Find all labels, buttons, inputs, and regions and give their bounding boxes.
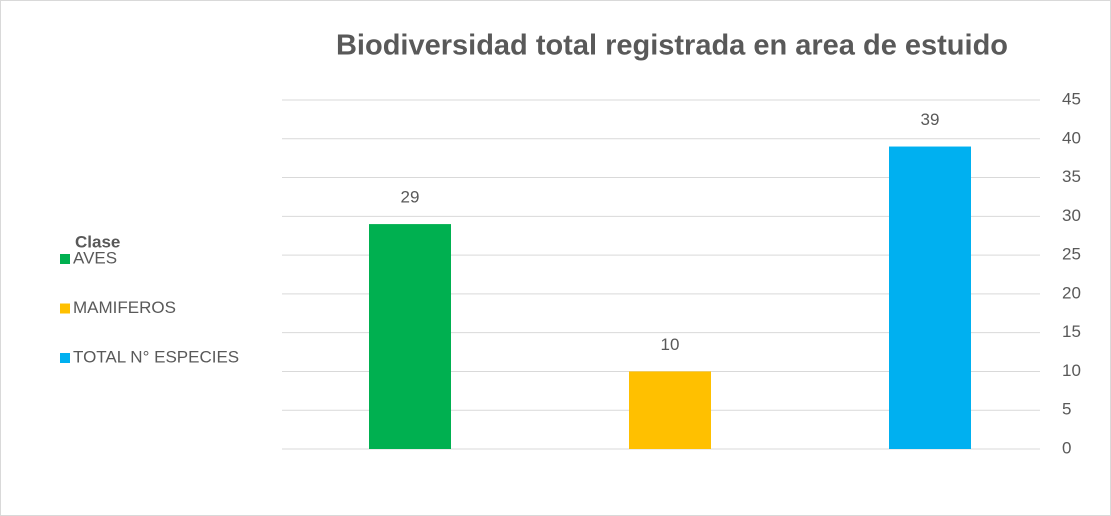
legend-title: Clase — [75, 232, 120, 251]
y-tick-label: 20 — [1062, 283, 1081, 302]
y-tick-label: 35 — [1062, 167, 1081, 186]
bar — [369, 224, 451, 449]
bar — [629, 371, 711, 449]
y-tick-label: 5 — [1062, 400, 1071, 419]
legend-label: MAMIFEROS — [73, 298, 176, 317]
legend-label: TOTAL N° ESPECIES — [73, 347, 239, 366]
y-tick-label: 30 — [1062, 206, 1081, 225]
y-tick-label: 10 — [1062, 361, 1081, 380]
chart-title: Biodiversidad total registrada en area d… — [336, 30, 1008, 62]
data-label: 29 — [401, 188, 420, 207]
legend-label: AVES — [73, 248, 117, 267]
y-tick-label: 15 — [1062, 322, 1081, 341]
bar — [889, 146, 971, 450]
legend-swatch — [60, 303, 70, 314]
y-tick-label: 25 — [1062, 245, 1081, 264]
y-tick-label: 40 — [1062, 128, 1081, 147]
y-tick-label: 0 — [1062, 438, 1071, 457]
data-label: 10 — [661, 335, 680, 354]
legend-swatch — [60, 254, 70, 264]
data-label: 39 — [921, 110, 940, 129]
y-tick-label: 45 — [1062, 89, 1081, 108]
legend-swatch — [60, 353, 70, 363]
